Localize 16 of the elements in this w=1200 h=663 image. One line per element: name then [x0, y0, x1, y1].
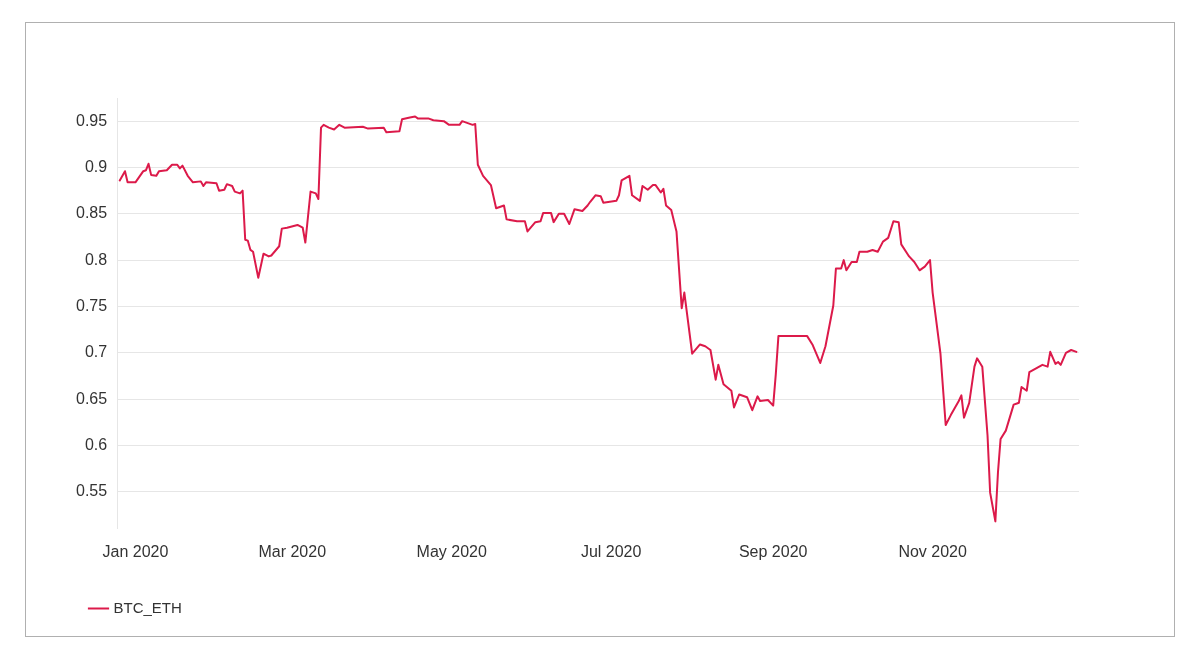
- y-tick-label: 0.7: [84, 343, 108, 361]
- legend-label: BTC_ETH: [113, 598, 182, 616]
- y-tick-label: 0.9: [84, 157, 108, 175]
- x-tick-label: Sep 2020: [738, 542, 808, 560]
- x-tick-label: Jan 2020: [102, 542, 169, 560]
- y-tick-label: 0.95: [76, 111, 108, 129]
- x-tick-label: May 2020: [416, 542, 487, 560]
- y-tick-label: 0.75: [76, 296, 108, 314]
- x-tick-label: Nov 2020: [898, 542, 967, 560]
- y-tick-label: 0.8: [84, 250, 108, 268]
- y-tick-label: 0.55: [76, 482, 108, 500]
- y-tick-label: 0.85: [76, 204, 108, 222]
- x-tick-label: Jul 2020: [580, 542, 642, 560]
- y-tick-label: 0.6: [84, 435, 108, 453]
- x-tick-label: Mar 2020: [258, 542, 327, 560]
- y-tick-label: 0.65: [76, 389, 108, 407]
